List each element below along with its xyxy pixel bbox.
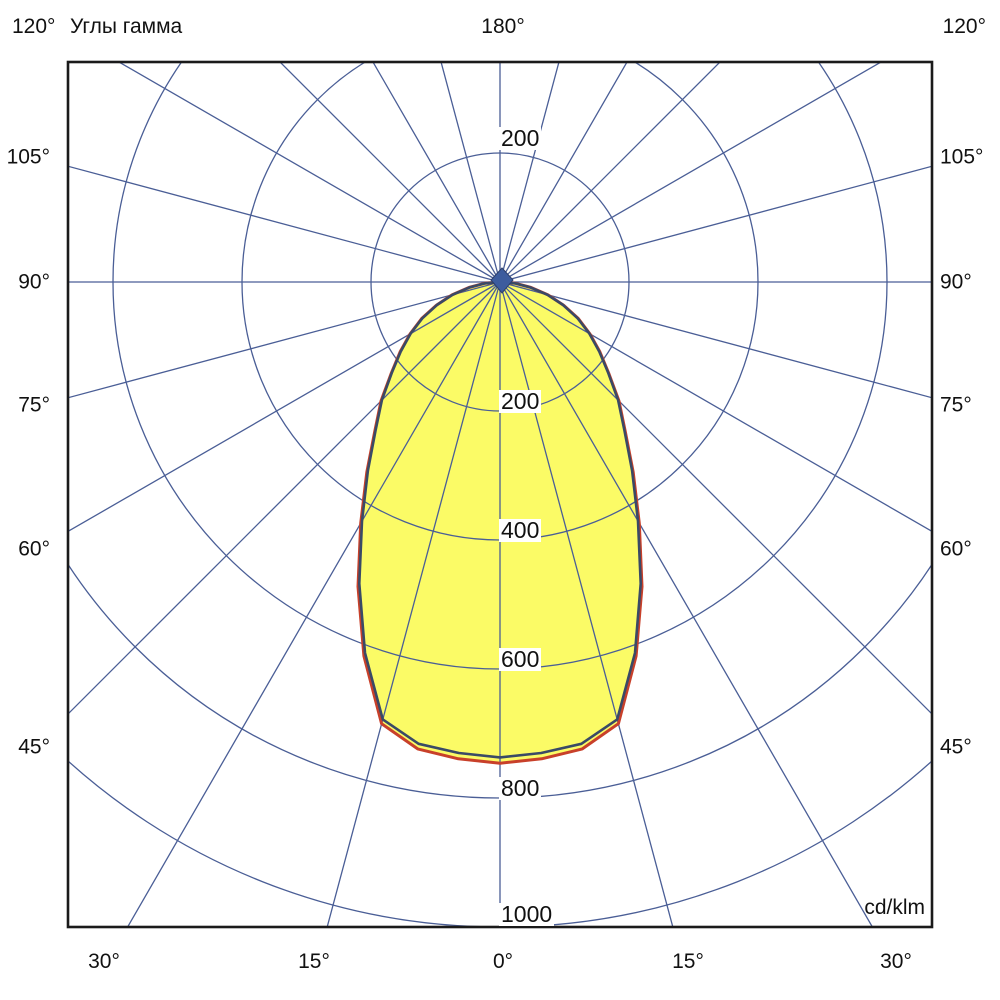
grid-ray-210 <box>372 62 501 283</box>
ring-label-400: 400 <box>499 517 542 543</box>
grid-ray-300 <box>68 281 501 533</box>
gamma-label-right-45: 45° <box>940 735 972 759</box>
grid-ray-135 <box>499 62 721 283</box>
gamma-label-right-90: 90° <box>940 270 972 294</box>
chart-title: Углы гамма <box>70 15 183 38</box>
grid-ray-15 <box>499 281 674 927</box>
grid-ray-285 <box>68 281 501 399</box>
grid-ray-45 <box>499 281 932 715</box>
center-marker <box>490 267 514 294</box>
grid-ray-105 <box>499 165 932 283</box>
ring-label-800: 800 <box>499 775 542 801</box>
gamma-label-bottom-left-15: 15° <box>298 950 330 973</box>
gamma-label-right-60: 60° <box>940 537 972 561</box>
gamma-label-top-right: 120° <box>942 15 986 38</box>
gamma-label-left-60: 60° <box>18 537 50 561</box>
grid-ray-150 <box>499 62 628 283</box>
unit-label: cd/klm <box>864 896 925 919</box>
ring-label-200: 200 <box>499 388 542 414</box>
grid-ray-330 <box>126 281 501 927</box>
chart-frame <box>66 60 934 929</box>
gamma-label-right-105: 105° <box>940 145 984 169</box>
grid-ray-195 <box>440 62 501 283</box>
grid-ray-315 <box>68 281 501 715</box>
grid-ray-255 <box>68 165 501 283</box>
gamma-label-left-105: 105° <box>6 145 50 169</box>
gamma-label-bottom-0: 0° <box>492 950 514 973</box>
gamma-label-bottom-right-15: 15° <box>672 950 704 973</box>
gamma-label-bottom-right-30: 30° <box>880 950 912 973</box>
grid-ray-225 <box>279 62 501 283</box>
ring-label-1000: 1000 <box>499 901 555 927</box>
grid-ray-120 <box>499 62 883 283</box>
ring-label-600: 600 <box>499 646 542 672</box>
gamma-label-bottom-left-30: 30° <box>88 950 120 973</box>
grid-ray-30 <box>499 281 874 927</box>
ring-label-200-upper: 200 <box>499 125 542 151</box>
grid-ray-60 <box>499 281 932 533</box>
grid-ray-240 <box>117 62 501 283</box>
gamma-label-top-center: 180° <box>481 15 525 38</box>
gamma-label-left-90: 90° <box>18 270 50 294</box>
gamma-label-left-75: 75° <box>18 393 50 417</box>
blue-curve <box>358 280 642 759</box>
grid-ray-345 <box>326 281 501 927</box>
gamma-label-left-45: 45° <box>18 735 50 759</box>
gamma-label-right-75: 75° <box>940 393 972 417</box>
gamma-label-top-left: 120° <box>12 15 56 38</box>
grid-ray-75 <box>499 281 932 399</box>
